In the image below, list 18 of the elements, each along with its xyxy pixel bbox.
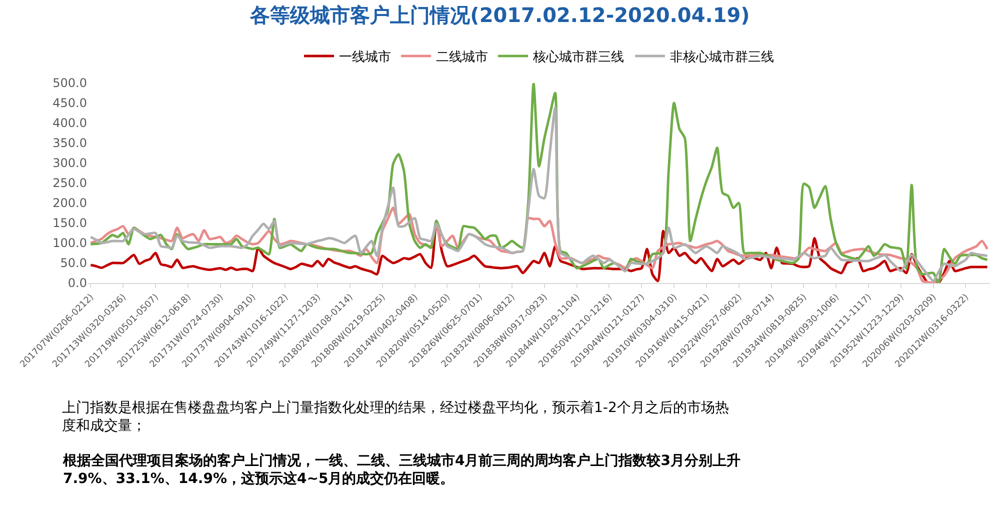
y-tick-label: 100.0	[52, 236, 87, 250]
y-tick-label: 400.0	[52, 116, 87, 130]
legend-label: 二线城市	[436, 50, 488, 66]
y-tick-label: 300.0	[52, 156, 87, 170]
y-tick-label: 50.0	[60, 256, 87, 270]
text: 上门指数是根据在售楼盘盘均客户上门量指数化处理的结果，经过楼盘平均化，预示着1-2个月之后的市场热度和成交量；	[62, 400, 729, 434]
legend-label: 一线城市	[339, 50, 391, 66]
legend-label: 核心城市群三线	[532, 49, 624, 66]
y-tick-label: 500.0	[52, 76, 87, 90]
y-tick-label: 200.0	[52, 196, 87, 210]
y-tick-label: 0.0	[68, 276, 87, 290]
text: 根据全国代理项目案场的客户上门情况，一线、二线、三线城市4月前三周的周均客户上门指数较3月分别上升7.9%、33.1%、14.9%，这预示这4~5月的成交仍在回暖。	[62, 452, 740, 488]
legend-label: 非核心城市群三线	[670, 49, 774, 66]
y-tick-label: 450.0	[52, 96, 87, 110]
chart-title: 各等级城市客户上门情况(2017.02.12-2020.04.19)	[249, 3, 750, 27]
y-tick-label: 250.0	[52, 176, 87, 190]
y-tick-label: 350.0	[52, 136, 87, 150]
y-tick-label: 150.0	[52, 216, 87, 230]
